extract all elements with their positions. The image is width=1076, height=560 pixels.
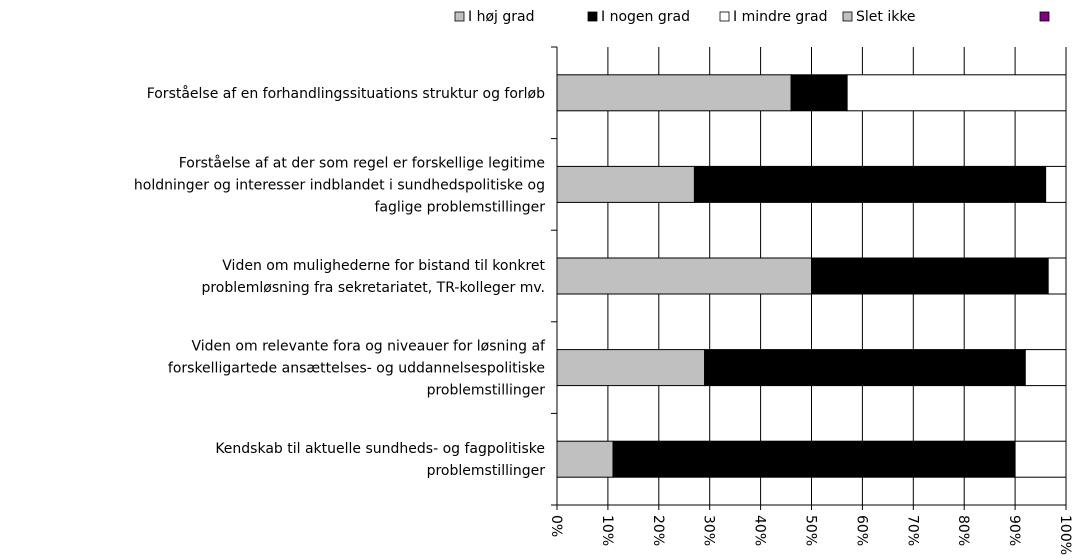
- legend-swatch: [587, 11, 598, 22]
- legend-label: Slet ikke: [856, 9, 916, 25]
- x-tick-label: 40%: [752, 515, 768, 546]
- category-line: Kendskab til aktuelle sundheds- og fagpo…: [215, 441, 545, 457]
- x-tick-label: 0%: [548, 515, 564, 537]
- category-line: forskelligartede ansættelses- og uddanne…: [168, 361, 545, 377]
- x-tick-label: 90%: [1006, 515, 1022, 546]
- bar-segment: [1047, 257, 1067, 295]
- category-label: Viden om relevante fora og niveauer for …: [168, 339, 546, 399]
- bar-segment: [693, 165, 1047, 203]
- category-label: Kendskab til aktuelle sundheds- og fagpo…: [215, 441, 545, 479]
- x-tick-label: 30%: [701, 515, 717, 546]
- category-line: Viden om mulighederne for bistand til ko…: [222, 258, 545, 274]
- x-tick-label: 80%: [955, 515, 971, 546]
- category-line: Forståelse af en forhandlingssituations …: [147, 85, 545, 102]
- bar-segment: [1045, 165, 1067, 203]
- bar-segment: [556, 257, 812, 295]
- category-label: Viden om mulighederne for bistand til ko…: [201, 258, 545, 296]
- x-tick-label: 10%: [599, 515, 615, 546]
- category-line: faglige problemstillinger: [374, 199, 545, 215]
- x-tick-label: 60%: [853, 515, 869, 546]
- category-line: problemstillinger: [427, 463, 546, 479]
- x-tick-label: 70%: [904, 515, 920, 546]
- legend-swatch: [454, 11, 465, 22]
- legend-swatch: [1039, 11, 1050, 22]
- legend-swatch: [842, 11, 853, 22]
- category-line: holdninger og interesser indblandet i su…: [134, 177, 545, 193]
- x-tick-label: 20%: [650, 515, 666, 546]
- bar-segment: [704, 349, 1026, 387]
- legend-label: I høj grad: [468, 9, 534, 25]
- bar-segment: [1024, 349, 1067, 387]
- bar-segment: [556, 165, 695, 203]
- legend-label: I mindre grad: [733, 9, 828, 25]
- legend-label: I nogen grad: [601, 9, 690, 25]
- bar-segment: [1014, 440, 1067, 478]
- category-line: problemløsning fra sekretariatet, TR-kol…: [201, 280, 545, 296]
- legend-swatch: [719, 11, 730, 22]
- bar-segment: [790, 74, 848, 112]
- category-label: Forståelse af en forhandlingssituations …: [147, 85, 545, 102]
- category-label: Forståelse af at der som regel er forske…: [134, 154, 545, 215]
- bar-segment: [556, 440, 614, 478]
- x-tick-label: 100%: [1057, 515, 1073, 555]
- category-line: Forståelse af at der som regel er forske…: [179, 154, 545, 171]
- bar-segment: [811, 257, 1049, 295]
- bar-segment: [556, 349, 706, 387]
- category-line: Viden om relevante fora og niveauer for …: [191, 339, 546, 355]
- bar-segment: [612, 440, 1016, 478]
- category-line: problemstillinger: [427, 383, 546, 399]
- bar-segment: [556, 74, 792, 112]
- x-tick-label: 50%: [803, 515, 819, 546]
- bar-segment: [846, 74, 1067, 112]
